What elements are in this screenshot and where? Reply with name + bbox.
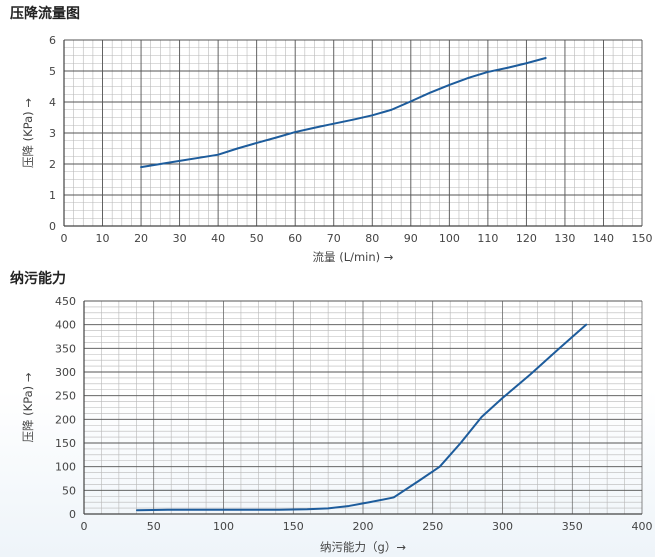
x-tick-label: 0 xyxy=(61,232,68,245)
x-tick-label: 100 xyxy=(213,520,234,533)
x-tick-label: 250 xyxy=(422,520,443,533)
x-tick-label: 80 xyxy=(365,232,379,245)
y-axis-label: 压降 (KPa) → xyxy=(21,98,35,168)
x-tick-label: 30 xyxy=(173,232,187,245)
x-tick-label: 20 xyxy=(134,232,148,245)
y-axis-label: 压降 (KPa) → xyxy=(21,372,35,442)
x-tick-label: 150 xyxy=(283,520,304,533)
y-tick-label: 300 xyxy=(55,366,76,379)
x-tick-label: 130 xyxy=(554,232,575,245)
y-tick-label: 200 xyxy=(55,413,76,426)
x-tick-label: 90 xyxy=(404,232,418,245)
x-tick-label: 100 xyxy=(439,232,460,245)
x-tick-label: 10 xyxy=(96,232,110,245)
series-line xyxy=(136,323,588,512)
x-tick-label: 50 xyxy=(250,232,264,245)
x-tick-label: 120 xyxy=(516,232,537,245)
x-tick-label: 60 xyxy=(288,232,302,245)
y-tick-label: 5 xyxy=(49,65,56,78)
y-tick-label: 1 xyxy=(49,189,56,202)
x-axis-label: 流量 (L/min) → xyxy=(313,250,394,264)
x-tick-label: 50 xyxy=(147,520,161,533)
y-tick-label: 100 xyxy=(55,461,76,474)
x-axis-label: 纳污能力（g）→ xyxy=(320,540,406,554)
series-line xyxy=(140,56,547,169)
chart-title-dirt-capacity: 纳污能力 xyxy=(10,271,66,287)
x-tick-label: 150 xyxy=(632,232,653,245)
y-tick-label: 450 xyxy=(55,295,76,308)
y-tick-label: 0 xyxy=(49,220,56,233)
x-tick-label: 40 xyxy=(211,232,225,245)
x-tick-label: 0 xyxy=(81,520,88,533)
y-tick-label: 0 xyxy=(69,508,76,521)
x-tick-label: 400 xyxy=(632,520,653,533)
y-tick-label: 350 xyxy=(55,342,76,355)
y-tick-label: 2 xyxy=(49,158,56,171)
y-tick-label: 400 xyxy=(55,319,76,332)
y-tick-label: 150 xyxy=(55,437,76,450)
y-tick-label: 50 xyxy=(62,484,76,497)
y-tick-label: 4 xyxy=(49,96,56,109)
y-tick-label: 250 xyxy=(55,390,76,403)
x-tick-label: 140 xyxy=(593,232,614,245)
y-tick-label: 3 xyxy=(49,127,56,140)
y-tick-label: 6 xyxy=(49,34,56,47)
chart-title-pressure-flow: 压降流量图 xyxy=(10,6,80,22)
x-tick-label: 110 xyxy=(477,232,498,245)
pressure-flow-chart: 0 10 20 30 40 50 60 70 80 90 100 110 120 130 140 150 0 1 2… xyxy=(21,34,653,264)
x-tick-label: 200 xyxy=(353,520,374,533)
x-tick-label: 350 xyxy=(562,520,583,533)
x-tick-label: 70 xyxy=(327,232,341,245)
x-tick-label: 300 xyxy=(492,520,513,533)
